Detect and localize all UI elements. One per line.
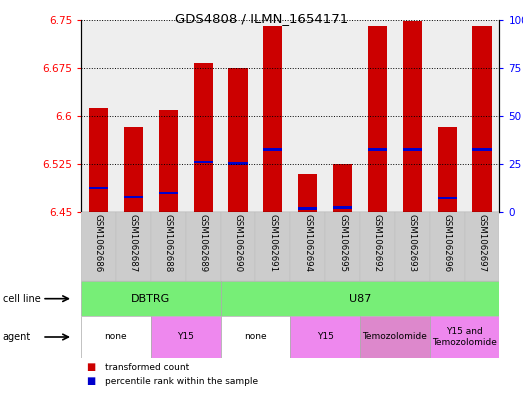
Text: GSM1062689: GSM1062689 [199,214,208,272]
Text: GDS4808 / ILMN_1654171: GDS4808 / ILMN_1654171 [175,12,348,25]
Bar [158,192,178,194]
Text: agent: agent [3,332,31,342]
Bar [290,316,360,358]
Bar [116,212,151,281]
Bar [194,62,213,212]
Bar [360,316,430,358]
Bar [298,207,317,209]
Text: GSM1062696: GSM1062696 [442,214,452,272]
Bar [298,174,317,212]
Text: GSM1062693: GSM1062693 [408,214,417,272]
Bar [368,148,387,151]
Text: GSM1062686: GSM1062686 [94,214,103,272]
Bar [325,212,360,281]
Bar [221,212,255,281]
Text: none: none [244,332,267,342]
Bar [430,316,499,358]
Bar [158,110,178,212]
Bar [263,26,282,212]
Bar [81,316,151,358]
Text: U87: U87 [349,294,371,304]
Text: GSM1062692: GSM1062692 [373,214,382,272]
Text: Y15: Y15 [177,332,194,342]
Bar [221,316,290,358]
Bar [89,108,108,212]
Bar [333,164,352,212]
Text: percentile rank within the sample: percentile rank within the sample [105,377,258,386]
Bar [124,127,143,212]
Bar [229,68,247,212]
Text: cell line: cell line [3,294,40,304]
Text: GSM1062694: GSM1062694 [303,214,312,272]
Bar [438,127,457,212]
Bar [472,26,492,212]
Bar [81,281,221,316]
Text: ■: ■ [86,376,96,386]
Bar [290,212,325,281]
Text: Y15: Y15 [317,332,334,342]
Text: GSM1062691: GSM1062691 [268,214,277,272]
Text: GSM1062697: GSM1062697 [477,214,486,272]
Bar [81,212,116,281]
Text: GSM1062687: GSM1062687 [129,214,138,272]
Bar [229,162,247,165]
Bar [263,148,282,151]
Text: GSM1062690: GSM1062690 [233,214,243,272]
Text: Y15 and
Temozolomide: Y15 and Temozolomide [432,327,497,347]
Text: GSM1062695: GSM1062695 [338,214,347,272]
Text: GSM1062688: GSM1062688 [164,214,173,272]
Bar [255,212,290,281]
Text: none: none [105,332,127,342]
Bar [151,212,186,281]
Text: transformed count: transformed count [105,363,189,372]
Bar [472,148,492,151]
Text: DBTRG: DBTRG [131,294,170,304]
Bar [395,212,430,281]
Bar [438,197,457,199]
Bar [151,316,221,358]
Bar [186,212,221,281]
Bar [403,21,422,212]
Bar [360,212,395,281]
Bar [221,281,499,316]
Text: Temozolomide: Temozolomide [362,332,427,342]
Text: ■: ■ [86,362,96,373]
Bar [368,26,387,212]
Bar [124,196,143,198]
Bar [89,187,108,189]
Bar [194,161,213,163]
Bar [430,212,464,281]
Bar [403,148,422,151]
Bar [464,212,499,281]
Bar [333,206,352,209]
